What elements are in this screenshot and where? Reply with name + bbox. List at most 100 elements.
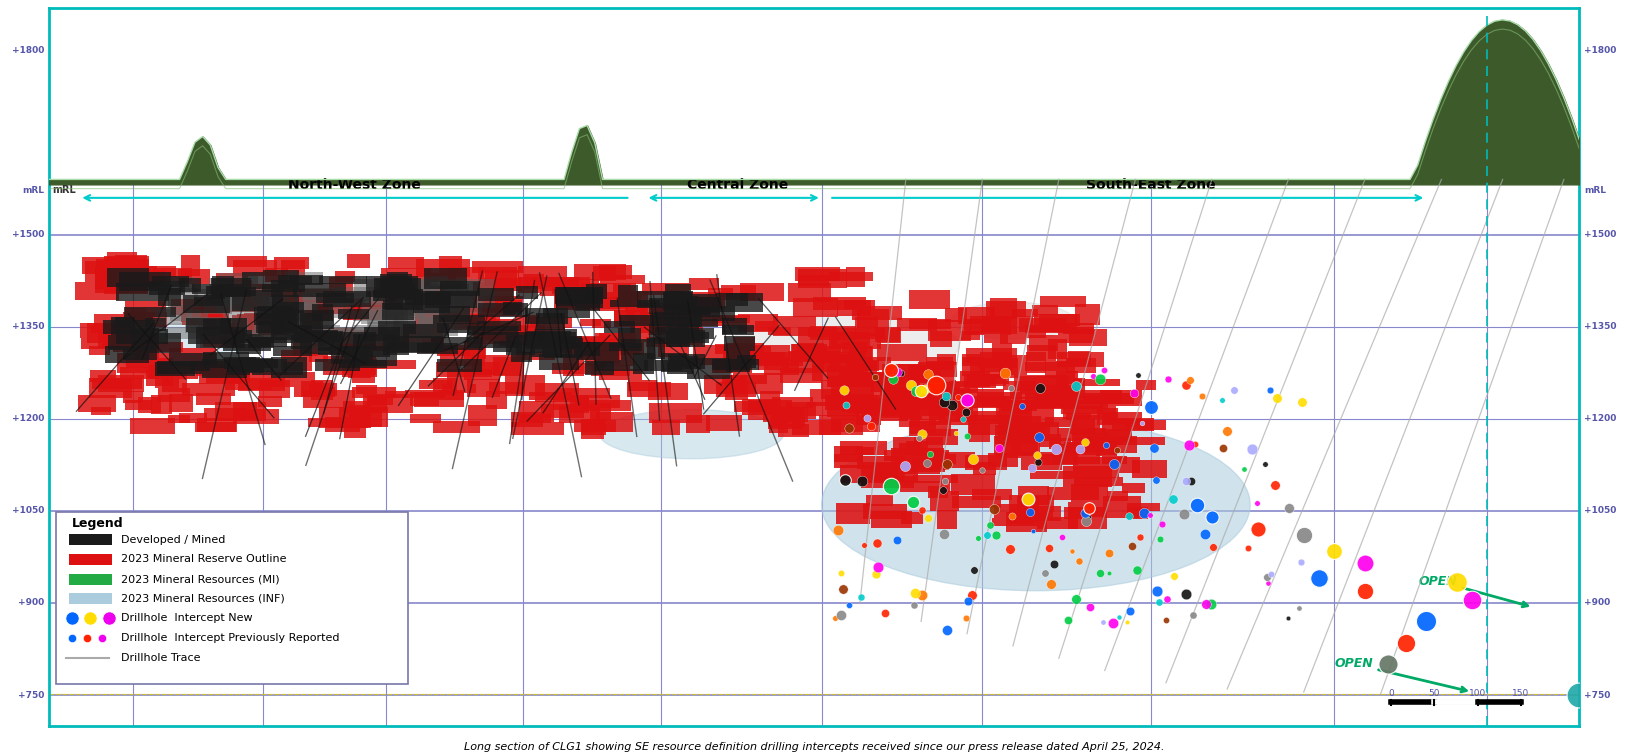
Point xyxy=(1286,603,1312,615)
Point xyxy=(1254,571,1280,583)
Point xyxy=(1088,373,1114,385)
Point xyxy=(1198,598,1224,610)
Point xyxy=(912,383,938,395)
Point xyxy=(1018,506,1044,518)
Point xyxy=(863,371,889,383)
Point xyxy=(1177,374,1203,386)
Bar xyxy=(68,593,112,604)
Point xyxy=(996,543,1022,555)
Point xyxy=(1413,615,1439,627)
Point xyxy=(1000,510,1026,522)
Point xyxy=(59,632,85,644)
Point xyxy=(1094,439,1120,451)
Point xyxy=(1035,541,1061,553)
Point xyxy=(908,429,934,441)
Point xyxy=(1123,564,1149,576)
Point xyxy=(1122,387,1148,399)
Point xyxy=(934,624,961,636)
Point xyxy=(75,632,101,644)
Point xyxy=(1105,611,1131,623)
Point xyxy=(1073,507,1099,519)
Point xyxy=(1060,545,1086,557)
Point xyxy=(1127,531,1153,543)
Point xyxy=(1055,614,1081,626)
Point xyxy=(884,534,910,546)
Point xyxy=(974,529,1000,541)
Point xyxy=(1063,380,1089,392)
Point xyxy=(944,392,970,404)
Point xyxy=(1073,516,1099,528)
Text: +750: +750 xyxy=(1584,690,1610,699)
Bar xyxy=(68,554,112,565)
Point xyxy=(1159,493,1185,505)
Text: 2023 Mineral Resources (INF): 2023 Mineral Resources (INF) xyxy=(120,593,285,604)
Point xyxy=(889,367,915,379)
Point xyxy=(1239,443,1265,455)
Point xyxy=(998,382,1024,394)
Point xyxy=(980,503,1006,516)
Point xyxy=(949,413,975,425)
Point xyxy=(1210,395,1236,407)
Point xyxy=(1016,493,1042,505)
Point xyxy=(59,612,85,624)
Point xyxy=(1214,425,1241,437)
Point xyxy=(961,564,987,576)
Text: +1050: +1050 xyxy=(1584,507,1617,516)
Point xyxy=(1236,542,1262,554)
Point xyxy=(1118,540,1144,552)
Point xyxy=(939,399,965,411)
Point xyxy=(1255,578,1281,590)
Point xyxy=(1252,458,1278,470)
Point xyxy=(858,420,884,432)
Point xyxy=(931,395,957,407)
Point xyxy=(1153,615,1179,627)
Point xyxy=(864,561,891,573)
Point xyxy=(1288,556,1314,569)
Point xyxy=(902,599,928,611)
Text: Central Zone: Central Zone xyxy=(687,178,788,192)
Text: +1800: +1800 xyxy=(11,46,44,55)
Point xyxy=(1088,567,1114,579)
Point xyxy=(1566,689,1592,701)
Point xyxy=(1161,570,1187,582)
Point xyxy=(943,427,969,439)
Point xyxy=(863,568,889,580)
Point xyxy=(1394,637,1420,649)
Point xyxy=(1068,443,1094,455)
Point xyxy=(1149,518,1175,530)
Text: mRL: mRL xyxy=(23,186,44,195)
Point xyxy=(1171,508,1197,520)
Point xyxy=(884,366,910,378)
Point xyxy=(1024,456,1050,468)
Point xyxy=(1276,502,1302,514)
Point xyxy=(1101,617,1127,629)
Point xyxy=(1200,541,1226,553)
Text: +900: +900 xyxy=(1584,599,1610,608)
Point xyxy=(1374,658,1400,671)
Point xyxy=(1063,593,1089,605)
Point xyxy=(982,529,1008,541)
Point xyxy=(913,457,939,469)
Point xyxy=(1040,558,1066,570)
Point xyxy=(822,612,848,624)
Point xyxy=(1024,449,1050,461)
Point xyxy=(952,612,978,624)
Point xyxy=(825,525,851,537)
Point xyxy=(1221,384,1247,396)
Text: +1350: +1350 xyxy=(1584,322,1617,331)
Point xyxy=(1143,474,1169,486)
Bar xyxy=(57,512,409,684)
Point xyxy=(1244,497,1270,510)
Point xyxy=(933,390,959,402)
Point xyxy=(917,448,943,460)
Point xyxy=(1019,463,1045,475)
Point xyxy=(1076,502,1102,514)
Point xyxy=(877,480,904,492)
Text: Drillhole Trace: Drillhole Trace xyxy=(120,652,200,662)
Point xyxy=(1459,594,1485,606)
Point xyxy=(1258,568,1284,580)
Point xyxy=(1143,585,1169,597)
Point xyxy=(910,589,936,601)
Text: +1200: +1200 xyxy=(1584,414,1617,423)
Point xyxy=(910,503,936,516)
